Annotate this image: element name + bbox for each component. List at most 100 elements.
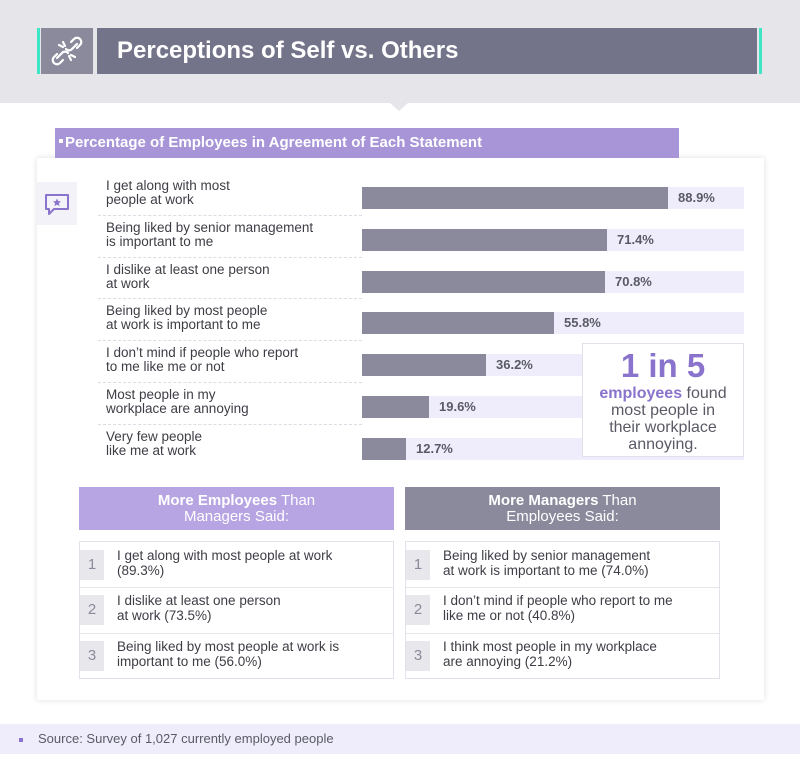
item-text-line: are annoying (21.2%) <box>443 653 573 669</box>
header-bar: Perceptions of Self vs. Others <box>37 28 762 74</box>
employees-comparison-header: More Employees Than Managers Said: <box>79 487 394 530</box>
statement-label-line: Most people in my <box>106 387 216 402</box>
statement-label-line: Being liked by most people <box>106 303 268 318</box>
statement-label-line: I dislike at least one person <box>106 262 270 277</box>
managers-comparison-list: 1 Being liked by senior management at wo… <box>405 541 720 679</box>
speech-bubble-icon-box <box>37 182 77 225</box>
employees-header-bold: More Employees <box>157 492 278 509</box>
row-divider <box>98 424 362 425</box>
bar-value-label: 12.7% <box>416 441 453 456</box>
statement-label-line: Very few people <box>106 429 203 444</box>
source-note: Source: Survey of 1,027 currently employ… <box>38 731 334 746</box>
bar-value-label: 19.6% <box>439 399 476 414</box>
list-divider <box>406 633 719 634</box>
item-number: 2 <box>80 595 104 625</box>
callout-line-1-rest: found <box>682 385 727 402</box>
item-text: Being liked by senior management at work… <box>443 548 713 578</box>
row-divider <box>98 215 362 216</box>
page-title: Perceptions of Self vs. Others <box>117 37 459 64</box>
broken-link-icon <box>51 36 83 66</box>
list-divider <box>80 587 393 588</box>
item-number: 3 <box>406 641 430 671</box>
list-item: 3 I think most people in my workplace ar… <box>406 633 719 679</box>
chart-subtitle-bar: Percentage of Employees in Agreement of … <box>55 128 679 158</box>
bar-value-label: 88.9% <box>678 190 715 205</box>
callout-highlight: employees <box>599 385 683 402</box>
item-text-line: at work (73.5%) <box>117 607 212 623</box>
statement-label-line: to me like me or not <box>106 358 225 374</box>
row-divider <box>98 257 362 258</box>
callout-line-2: most people in <box>610 402 716 419</box>
chart-subtitle: Percentage of Employees in Agreement of … <box>65 134 483 151</box>
item-text: Being liked by most people at work is im… <box>117 639 387 669</box>
item-text: I don’t mind if people who report to me … <box>443 593 713 623</box>
callout-box: 1 in 5 employees found most people in th… <box>582 343 744 457</box>
header-title-box: Perceptions of Self vs. Others <box>97 28 757 74</box>
bar <box>362 187 668 209</box>
header-accent-right <box>759 28 762 74</box>
bar <box>362 312 554 334</box>
item-number: 2 <box>406 595 430 625</box>
statement-label: Being liked by most people at work is imp… <box>106 304 356 331</box>
statement-label-line: at work <box>106 275 150 291</box>
subtitle-bullet <box>59 139 63 143</box>
row-divider <box>98 382 362 383</box>
list-item: 2 I don’t mind if people who report to m… <box>406 587 719 633</box>
callout-line-1: employees found <box>583 385 743 402</box>
statement-label: I dislike at least one person at work <box>106 263 356 290</box>
bar-value-label: 36.2% <box>496 357 533 372</box>
managers-header-line-1: More Managers Than <box>405 493 720 509</box>
bar <box>362 354 486 376</box>
item-number: 1 <box>406 550 430 580</box>
list-item: 1 I get along with most people at work (… <box>80 542 393 588</box>
managers-header-line-2: Employees Said: <box>506 507 619 525</box>
statement-label: Being liked by senior management is impor… <box>106 221 356 248</box>
callout-line-3: their workplace <box>609 419 717 436</box>
list-item: 2 I dislike at least one person at work … <box>80 587 393 633</box>
managers-comparison-header: More Managers Than Employees Said: <box>405 487 720 530</box>
statement-label-line: workplace are annoying <box>106 400 249 416</box>
item-text: I think most people in my workplace are … <box>443 639 713 669</box>
statement-label: I get along with most people at work <box>106 179 356 206</box>
statement-label: Most people in my workplace are annoying <box>106 388 356 415</box>
bar <box>362 438 406 460</box>
row-divider <box>98 340 362 341</box>
list-divider <box>80 633 393 634</box>
item-text-line: (89.3%) <box>117 562 165 578</box>
statement-label-line: is important to me <box>106 233 214 249</box>
item-text: I dislike at least one person at work (7… <box>117 593 387 623</box>
bar-value-label: 70.8% <box>615 274 652 289</box>
bar-value-label: 71.4% <box>617 232 654 247</box>
bar <box>362 396 429 418</box>
statement-label-line: at work is important to me <box>106 316 261 332</box>
header-accent-left <box>37 28 40 74</box>
employees-header-line-1: More Employees Than <box>79 493 394 509</box>
statement-label-line: I get along with most <box>106 178 230 193</box>
item-text-line: I dislike at least one person <box>117 593 281 608</box>
statement-label: I don’t mind if people who report to me l… <box>106 346 356 373</box>
item-text-line: at work is important to me (74.0%) <box>443 562 649 578</box>
bar <box>362 271 605 293</box>
list-item: 3 Being liked by most people at work is … <box>80 633 393 679</box>
employees-header-rest: Than <box>277 492 316 509</box>
callout-line-4: annoying. <box>628 436 698 453</box>
bar-value-label: 55.8% <box>564 315 601 330</box>
header-icon-box <box>41 28 93 74</box>
item-text-line: like me or not (40.8%) <box>443 607 576 623</box>
row-divider <box>98 298 362 299</box>
source-bar: Source: Survey of 1,027 currently employ… <box>0 724 800 754</box>
statement-label-line: I don’t mind if people who report <box>106 345 299 360</box>
speech-bubble-star-icon <box>45 194 69 215</box>
bar <box>362 229 607 251</box>
employees-header-line-2: Managers Said: <box>183 507 290 525</box>
list-item: 1 Being liked by senior management at wo… <box>406 542 719 588</box>
item-text-line: I don’t mind if people who report to me <box>443 593 673 608</box>
item-text: I get along with most people at work (89… <box>117 548 387 578</box>
list-divider <box>406 587 719 588</box>
managers-header-rest: Than <box>598 492 637 509</box>
header-pointer <box>390 103 408 111</box>
statement-label-line: people at work <box>106 191 194 207</box>
managers-header-bold: More Managers <box>488 492 599 509</box>
item-number: 1 <box>80 550 104 580</box>
item-number: 3 <box>80 641 104 671</box>
